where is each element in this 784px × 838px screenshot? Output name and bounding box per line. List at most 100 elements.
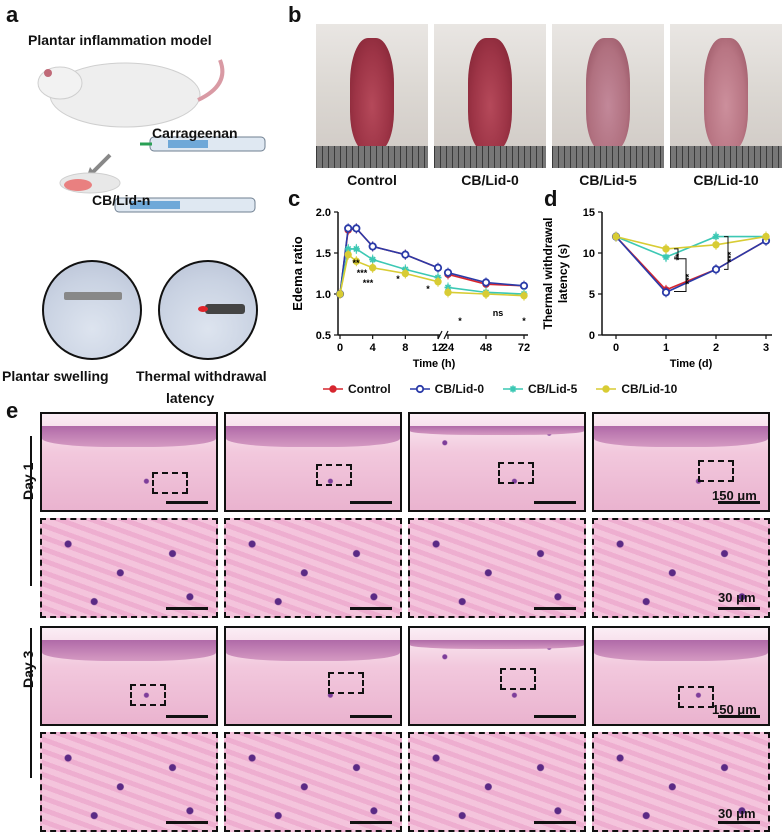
thermal-label-line2: latency	[166, 390, 215, 406]
he-day3-cblid10-high	[592, 732, 770, 832]
data-point-cb-lid-10	[368, 264, 377, 272]
legend-item-cb-lid-5: CB/Lid-5	[502, 382, 577, 396]
axis-break-mark	[443, 330, 449, 340]
data-point-cb-lid-0	[368, 242, 377, 251]
photo-label-cblid-10: CB/Lid-10	[693, 172, 759, 188]
panel-letter-b: b	[288, 2, 302, 27]
legend-symbol	[415, 384, 424, 394]
x-tick-label: 12	[432, 342, 444, 354]
day3-label: Day 3	[20, 650, 36, 688]
significance-annotation: ***	[357, 268, 368, 278]
series-line-cb-lid-0	[615, 236, 767, 294]
legend-marker-cb-lid-10	[596, 385, 617, 393]
scale-label-day1-high: 30 μm	[718, 590, 756, 605]
data-point-cb-lid-10	[762, 232, 770, 241]
y-tick-label: 0	[589, 330, 595, 342]
photo-label-control: Control	[347, 172, 397, 188]
heat-beam-icon	[198, 306, 208, 312]
day3-bracket	[30, 628, 32, 778]
data-point-cb-lid-10	[434, 278, 442, 286]
x-axis-label: Time (h)	[413, 358, 456, 370]
paw-photo-cblid-10	[670, 24, 782, 168]
x-tick-label: 0	[613, 342, 619, 354]
significance-bracket	[724, 236, 729, 270]
x-tick-label: 8	[402, 342, 408, 354]
x-axis-label: Time (d)	[670, 358, 713, 370]
plantar-swelling-circle	[42, 260, 142, 360]
data-point-cb-lid-10	[520, 291, 528, 300]
significance-annotation: **	[352, 258, 360, 268]
panel-letter-c: c	[288, 186, 301, 211]
y-tick-label: 1.5	[316, 248, 331, 260]
significance-annotation: ***	[684, 273, 694, 284]
he-day1-cblid5-high	[408, 518, 586, 618]
he-day3-cblid0-high	[224, 732, 402, 832]
panel-letter-e: e	[6, 398, 19, 423]
heat-lamp-icon	[205, 304, 245, 314]
data-point-cb-lid-0	[519, 281, 529, 290]
cblid-n-label: CB/Lid-n	[92, 192, 151, 208]
mouse-illustration	[37, 59, 266, 213]
he-day1-cblid0-low	[224, 412, 402, 512]
y-tick-label: 0.5	[316, 330, 331, 342]
chart-legend: Control CB/Lid-0 CB/Lid-5 CB/Lid-10	[322, 382, 762, 402]
thermal-circle	[158, 260, 258, 360]
photo-label-cblid-0: CB/Lid-0	[461, 172, 519, 188]
panel-letter-d: d	[544, 186, 558, 211]
legend-label: CB/Lid-5	[528, 382, 578, 396]
he-day3-cblid0-low	[224, 626, 402, 726]
carrageenan-label: Carrageenan	[152, 125, 238, 141]
x-tick-label: 48	[480, 342, 492, 354]
legend-item-control: Control	[322, 382, 391, 396]
caliper-icon	[64, 292, 122, 300]
scale-label-day1-low: 150 μm	[712, 488, 757, 503]
series-line-cb-lid-10	[339, 253, 439, 295]
legend-label: CB/Lid-10	[621, 382, 678, 396]
data-point-cb-lid-10	[662, 245, 670, 253]
significance-annotation: *	[396, 274, 400, 284]
significance-annotation: *	[426, 284, 430, 294]
y-tick-label: 2.0	[316, 207, 331, 219]
y-tick-label: 15	[583, 207, 595, 219]
legend-marker-cb-lid-0	[409, 384, 430, 394]
legend-label: Control	[348, 382, 391, 396]
y-axis-label: Edema ratio	[290, 236, 305, 310]
legend-marker-control	[323, 385, 343, 393]
he-day1-cblid10-high	[592, 518, 770, 618]
plantar-swelling-label: Plantar swelling	[2, 368, 109, 384]
data-point-cb-lid-0	[352, 224, 361, 233]
x-tick-label: 1	[663, 342, 669, 354]
thermal-label-line1: Thermal withdrawal	[136, 368, 267, 384]
significance-annotation: ns	[493, 308, 504, 318]
significance-annotation: ***	[363, 278, 374, 288]
data-point-cb-lid-10	[352, 257, 361, 265]
he-day3-control-low	[40, 626, 218, 726]
legend-symbol	[329, 385, 337, 393]
day1-bracket	[30, 436, 32, 586]
data-point-cb-lid-0	[711, 265, 721, 274]
significance-bracket	[674, 258, 687, 293]
y-tick-label: 5	[589, 289, 595, 301]
scale-label-day3-low: 150 μm	[712, 702, 757, 717]
legend-label: CB/Lid-0	[434, 382, 484, 396]
data-point-cb-lid-10	[336, 290, 344, 298]
data-point-cb-lid-0	[481, 278, 491, 287]
legend-marker-cb-lid-5	[503, 385, 523, 393]
data-point-cb-lid-5	[662, 253, 670, 261]
data-point-cb-lid-0	[661, 288, 671, 297]
series-line-cb-lid-0	[339, 227, 439, 295]
significance-annotation: **	[674, 253, 684, 261]
he-day1-control-low	[40, 412, 218, 512]
significance-bracket	[674, 248, 679, 258]
paw-photo-control	[316, 24, 428, 168]
data-point-cb-lid-0	[344, 224, 353, 233]
x-tick-label: 24	[442, 342, 455, 354]
day1-label: Day 1	[20, 462, 36, 500]
data-point-cb-lid-0	[433, 263, 443, 272]
significance-annotation: ***	[726, 251, 736, 262]
scale-label-day3-high: 30 μm	[718, 806, 756, 821]
y-tick-label: 10	[583, 248, 595, 260]
significance-annotation: *	[458, 316, 462, 326]
data-point-cb-lid-5	[369, 256, 377, 264]
